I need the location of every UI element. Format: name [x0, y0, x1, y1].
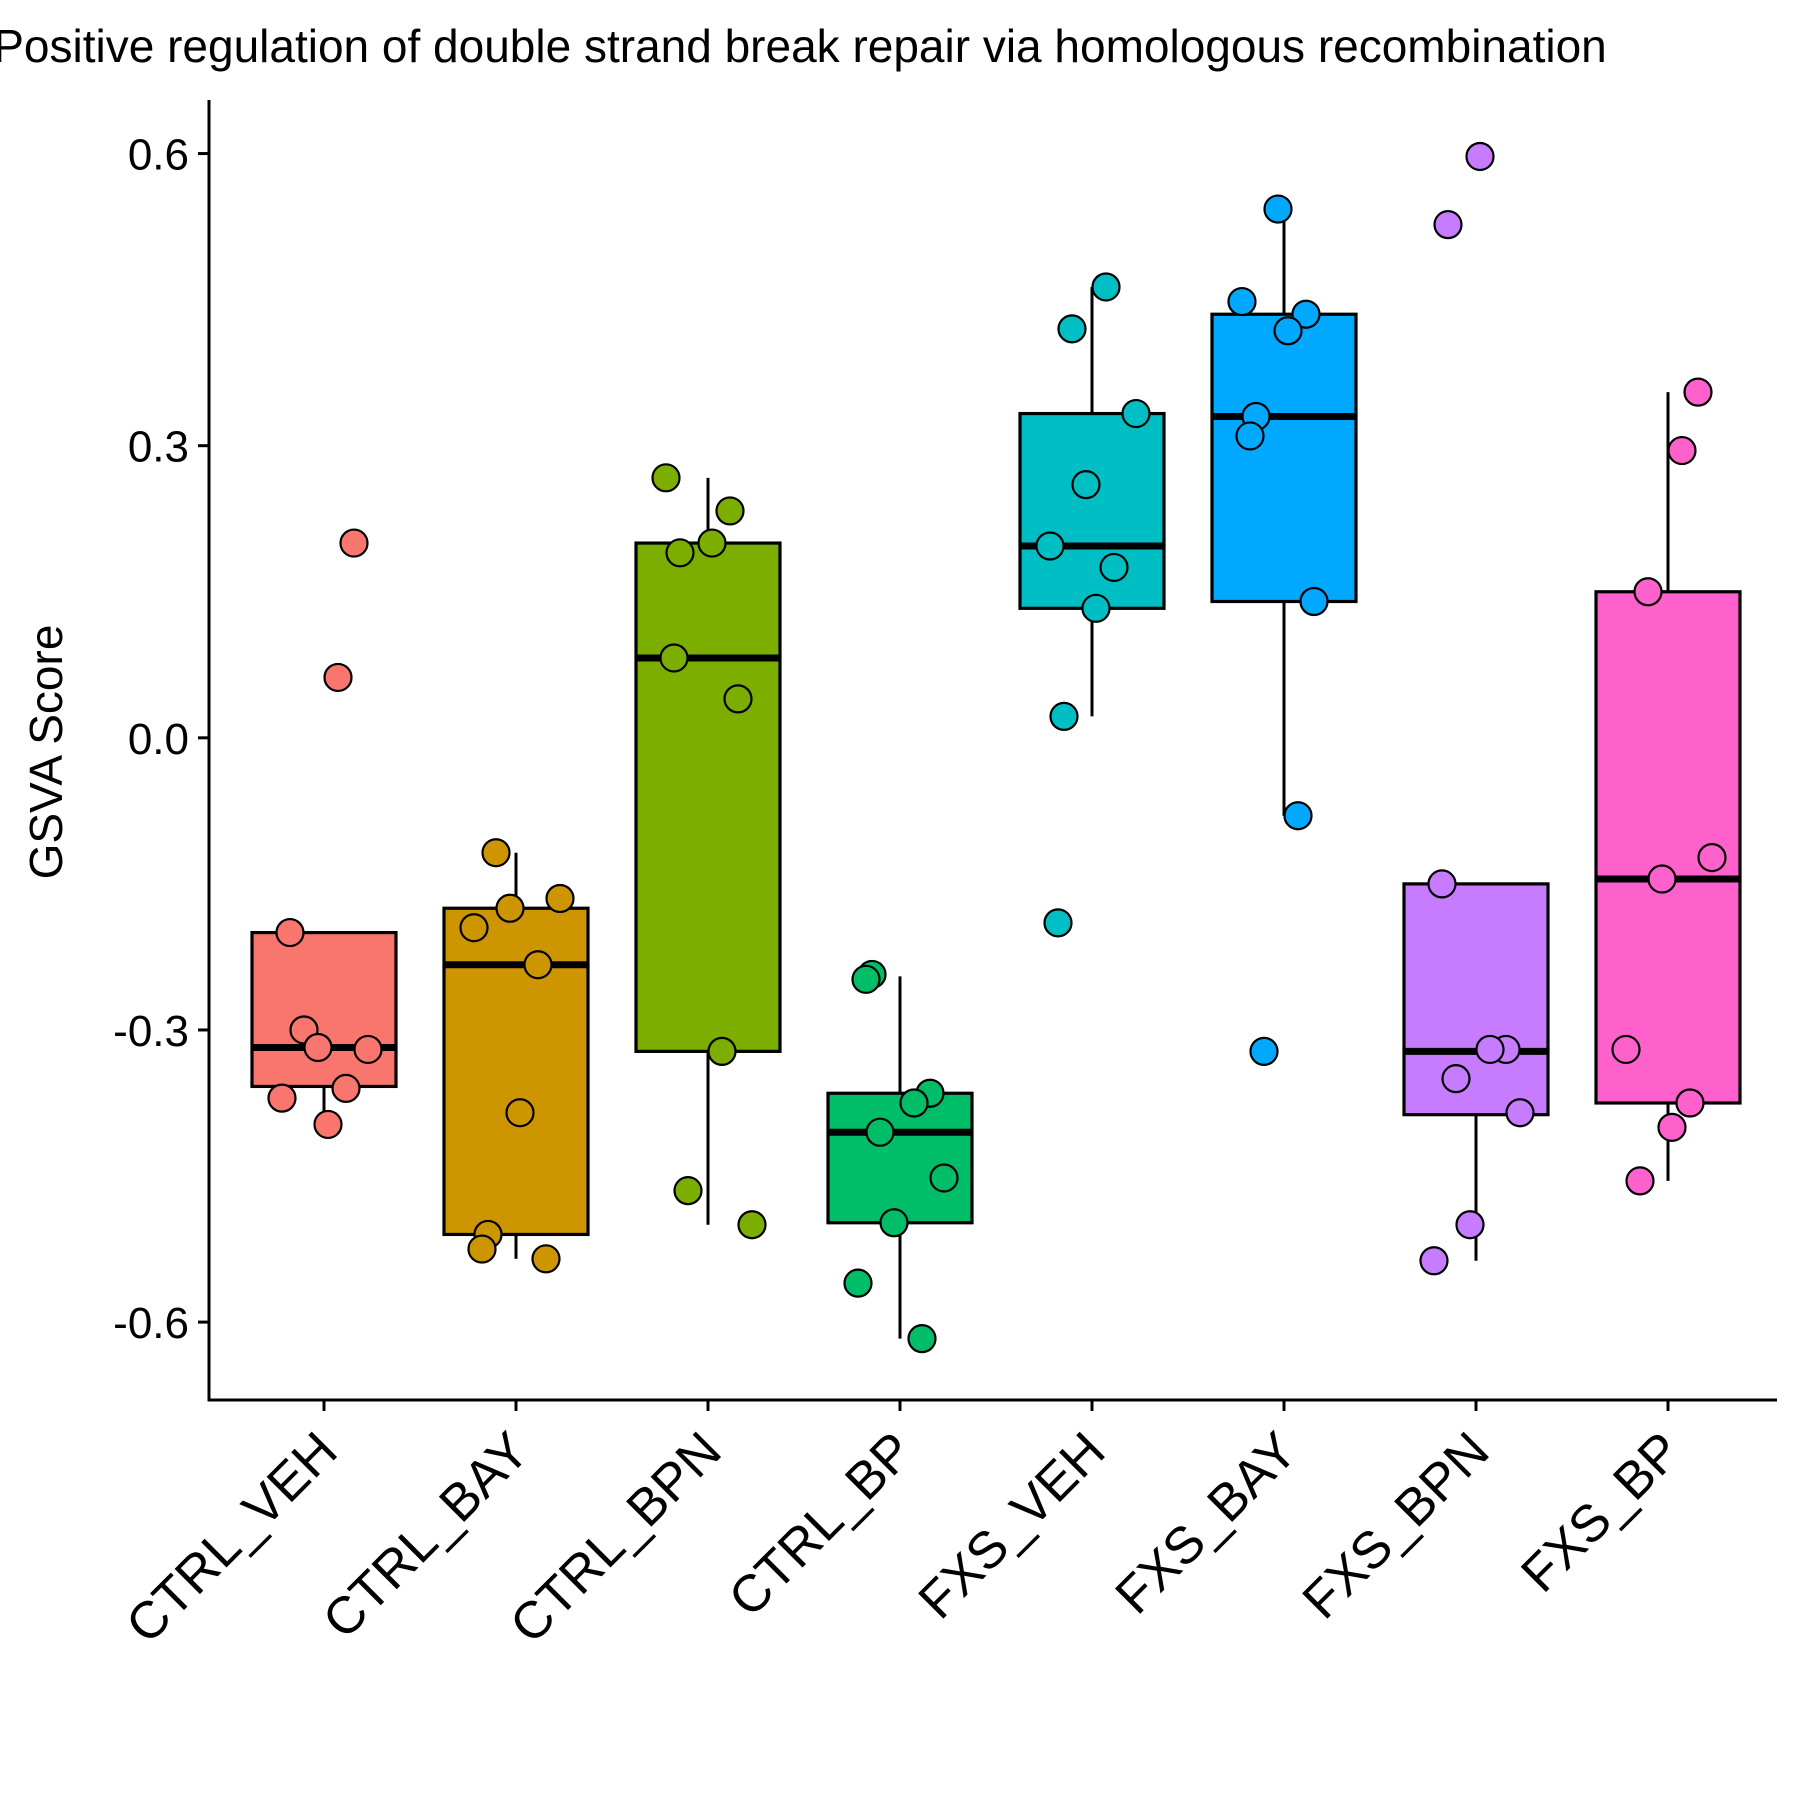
data-point — [1235, 421, 1265, 451]
data-point — [1465, 141, 1495, 172]
data-point — [1647, 864, 1677, 894]
data-point — [879, 1208, 909, 1238]
y-tick-label: 0.6 — [128, 131, 189, 180]
data-point — [353, 1034, 383, 1065]
data-point — [737, 1210, 767, 1240]
data-point — [1035, 531, 1065, 561]
data-point — [1227, 286, 1257, 317]
box — [634, 541, 782, 1053]
data-point — [1419, 1246, 1449, 1276]
data-point — [1099, 552, 1129, 583]
data-point — [1291, 299, 1321, 329]
data-point — [1121, 398, 1151, 429]
data-point — [495, 893, 525, 923]
data-point — [1043, 908, 1073, 938]
data-point — [275, 917, 305, 948]
box — [826, 1091, 974, 1225]
data-point — [715, 496, 745, 526]
data-point — [865, 1117, 895, 1147]
box — [1018, 411, 1166, 610]
data-point — [707, 1036, 737, 1066]
data-point — [1657, 1112, 1687, 1142]
y-tick-label: 0.0 — [128, 715, 189, 764]
data-point — [531, 1244, 561, 1274]
data-point — [459, 913, 489, 943]
data-point — [1675, 1088, 1705, 1118]
data-point — [659, 643, 689, 673]
box-group-ctrl-bay — [442, 838, 590, 1274]
data-point — [313, 1109, 343, 1140]
data-point — [1283, 801, 1313, 831]
box-group-ctrl-veh — [250, 528, 398, 1140]
data-point — [545, 883, 575, 914]
x-tick-label: FXS_BPN — [1292, 1421, 1501, 1630]
data-point — [907, 1324, 937, 1354]
x-tick-label: CTRL_VEH — [115, 1421, 348, 1654]
box-group-ctrl-bp — [826, 959, 974, 1354]
data-point — [1441, 1064, 1471, 1094]
box-group-fxs-bpn — [1402, 141, 1550, 1276]
data-point — [1081, 593, 1111, 623]
data-point — [1427, 869, 1457, 899]
box-group-fxs-bp — [1594, 377, 1742, 1196]
data-point — [929, 1163, 959, 1193]
data-point — [851, 964, 881, 994]
data-point — [1057, 314, 1087, 344]
data-point — [1249, 1036, 1279, 1066]
data-point — [481, 838, 511, 868]
x-tick-label: CTRL_BP — [718, 1421, 925, 1628]
data-point — [323, 662, 353, 693]
data-point — [673, 1176, 703, 1206]
data-point — [1433, 210, 1463, 240]
data-point — [467, 1234, 497, 1264]
box — [1210, 312, 1358, 604]
data-point — [1299, 586, 1329, 617]
box — [442, 906, 590, 1237]
data-point — [697, 528, 727, 558]
data-point — [1091, 272, 1121, 302]
data-point — [1071, 470, 1101, 500]
data-point — [1697, 843, 1727, 873]
y-tick-label: -0.3 — [113, 1007, 189, 1056]
data-point — [1633, 577, 1663, 607]
box-group-fxs-veh — [1018, 272, 1166, 938]
y-axis-ticks: -0.6 -0.3 0.0 0.3 0.6 — [113, 131, 209, 1348]
y-tick-label: 0.3 — [128, 423, 189, 472]
data-point — [303, 1032, 333, 1063]
data-point — [1475, 1034, 1505, 1065]
data-point — [899, 1088, 929, 1118]
data-point — [1611, 1034, 1641, 1065]
data-point — [723, 684, 753, 714]
data-point — [1505, 1098, 1535, 1128]
plot-area — [250, 141, 1742, 1354]
x-tick-label: FXS_BAY — [1105, 1421, 1309, 1625]
data-point — [339, 528, 369, 558]
data-point — [331, 1073, 361, 1103]
x-tick-label: FXS_VEH — [908, 1421, 1117, 1630]
box-group-ctrl-bpn — [634, 463, 782, 1240]
chart-title: Positive regulation of double strand bre… — [0, 20, 1607, 72]
data-point — [665, 538, 695, 568]
box — [1402, 882, 1550, 1117]
data-point — [1683, 377, 1713, 407]
data-point — [1263, 194, 1293, 224]
data-point — [1049, 701, 1079, 732]
data-point — [843, 1268, 873, 1298]
data-point — [651, 463, 681, 493]
data-point — [1667, 435, 1697, 466]
data-point — [1455, 1210, 1485, 1240]
x-tick-label: FXS_BP — [1510, 1421, 1692, 1603]
data-point — [505, 1098, 535, 1128]
y-tick-label: -0.6 — [113, 1299, 189, 1348]
x-axis-ticks: CTRL_VEHCTRL_BAYCTRL_BPNCTRL_BPFXS_VEHFX… — [115, 1400, 1692, 1655]
y-axis-label: GSVA Score — [20, 625, 72, 880]
data-point — [267, 1083, 297, 1113]
box-group-fxs-bay — [1210, 194, 1358, 1066]
data-point — [1273, 316, 1303, 346]
data-point — [1625, 1166, 1655, 1196]
data-point — [523, 950, 553, 980]
box — [250, 930, 398, 1089]
